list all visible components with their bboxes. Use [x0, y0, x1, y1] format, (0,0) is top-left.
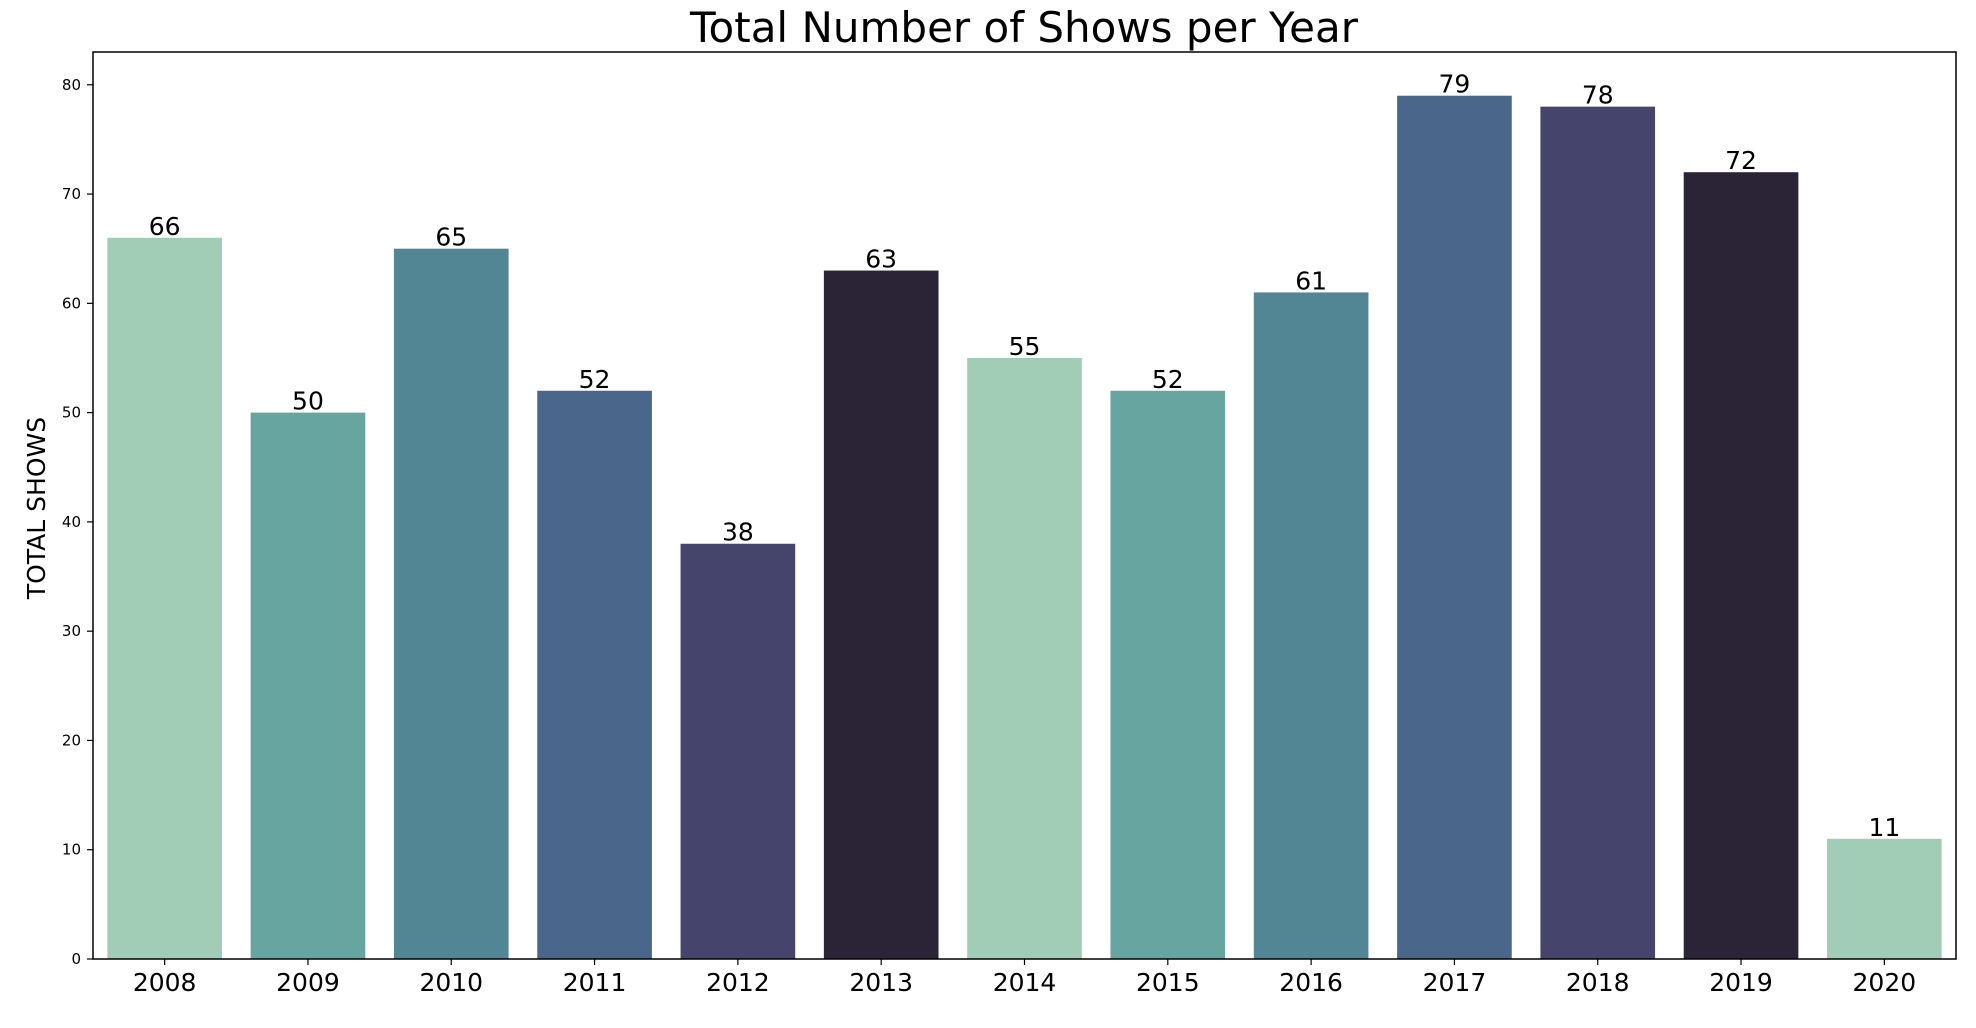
x-tick-label-2017: 2017 — [1423, 968, 1487, 997]
x-tick-label-2013: 2013 — [849, 968, 913, 997]
data-label-2013: 63 — [865, 245, 897, 274]
data-label-2010: 65 — [435, 223, 467, 252]
x-tick-label-2008: 2008 — [133, 968, 197, 997]
x-tick-label-2012: 2012 — [706, 968, 770, 997]
x-tick-label-2020: 2020 — [1853, 968, 1917, 997]
bar-2020 — [1827, 838, 1942, 959]
data-label-2020: 11 — [1868, 813, 1900, 842]
bar-2016 — [1253, 292, 1369, 959]
x-tick-label-2009: 2009 — [276, 968, 340, 997]
data-label-2014: 55 — [1009, 332, 1041, 361]
bars-layer — [107, 95, 1942, 960]
data-label-2012: 38 — [722, 518, 754, 547]
data-labels-layer: 66 50 65 52 38 63 55 52 61 79 78 72 11 — [149, 70, 1901, 842]
plot-frame — [92, 51, 1957, 960]
x-tick-label-2010: 2010 — [419, 968, 483, 997]
x-tick-label-2019: 2019 — [1709, 968, 1773, 997]
y-tick-label-70: 70 — [62, 185, 81, 203]
bar-2019 — [1683, 172, 1799, 959]
data-label-2009: 50 — [292, 387, 324, 416]
data-label-2018: 78 — [1582, 81, 1614, 110]
data-label-2017: 79 — [1439, 70, 1471, 99]
y-tick-label-30: 30 — [62, 622, 81, 640]
bar-2009 — [250, 412, 366, 959]
x-tick-label-2016: 2016 — [1279, 968, 1343, 997]
y-tick-label-50: 50 — [62, 404, 81, 422]
y-axis-label: TOTAL SHOWS — [22, 417, 51, 600]
bar-2015 — [1110, 390, 1226, 959]
bar-2011 — [537, 390, 652, 959]
y-tick-label-10: 10 — [62, 841, 81, 859]
x-tick-label-2015: 2015 — [1136, 968, 1200, 997]
x-axis-ticks: 2008 2009 2010 2011 2012 2013 2014 2015 2016 2017… — [133, 959, 1916, 997]
data-label-2016: 61 — [1295, 266, 1327, 295]
data-label-2011: 52 — [579, 365, 611, 394]
bar-2012 — [680, 543, 796, 959]
x-tick-label-2014: 2014 — [993, 968, 1057, 997]
y-tick-label-80: 80 — [62, 76, 81, 94]
y-tick-label-20: 20 — [62, 731, 81, 749]
y-axis-ticks: 0 10 20 30 40 50 60 70 80 — [62, 76, 93, 968]
bar-2008 — [107, 237, 222, 959]
y-tick-label-40: 40 — [62, 513, 81, 531]
bar-2014 — [967, 357, 1082, 959]
bar-2017 — [1397, 95, 1512, 960]
bar-2013 — [823, 270, 939, 960]
data-label-2008: 66 — [149, 212, 181, 241]
y-tick-label-0: 0 — [71, 950, 81, 968]
chart-title: Total Number of Shows per Year — [689, 3, 1359, 52]
y-tick-label-60: 60 — [62, 294, 81, 312]
data-label-2019: 72 — [1725, 146, 1757, 175]
bar-2018 — [1540, 106, 1656, 960]
x-tick-label-2018: 2018 — [1566, 968, 1630, 997]
x-tick-label-2011: 2011 — [563, 968, 627, 997]
data-label-2015: 52 — [1152, 365, 1184, 394]
bar-2010 — [393, 248, 509, 959]
